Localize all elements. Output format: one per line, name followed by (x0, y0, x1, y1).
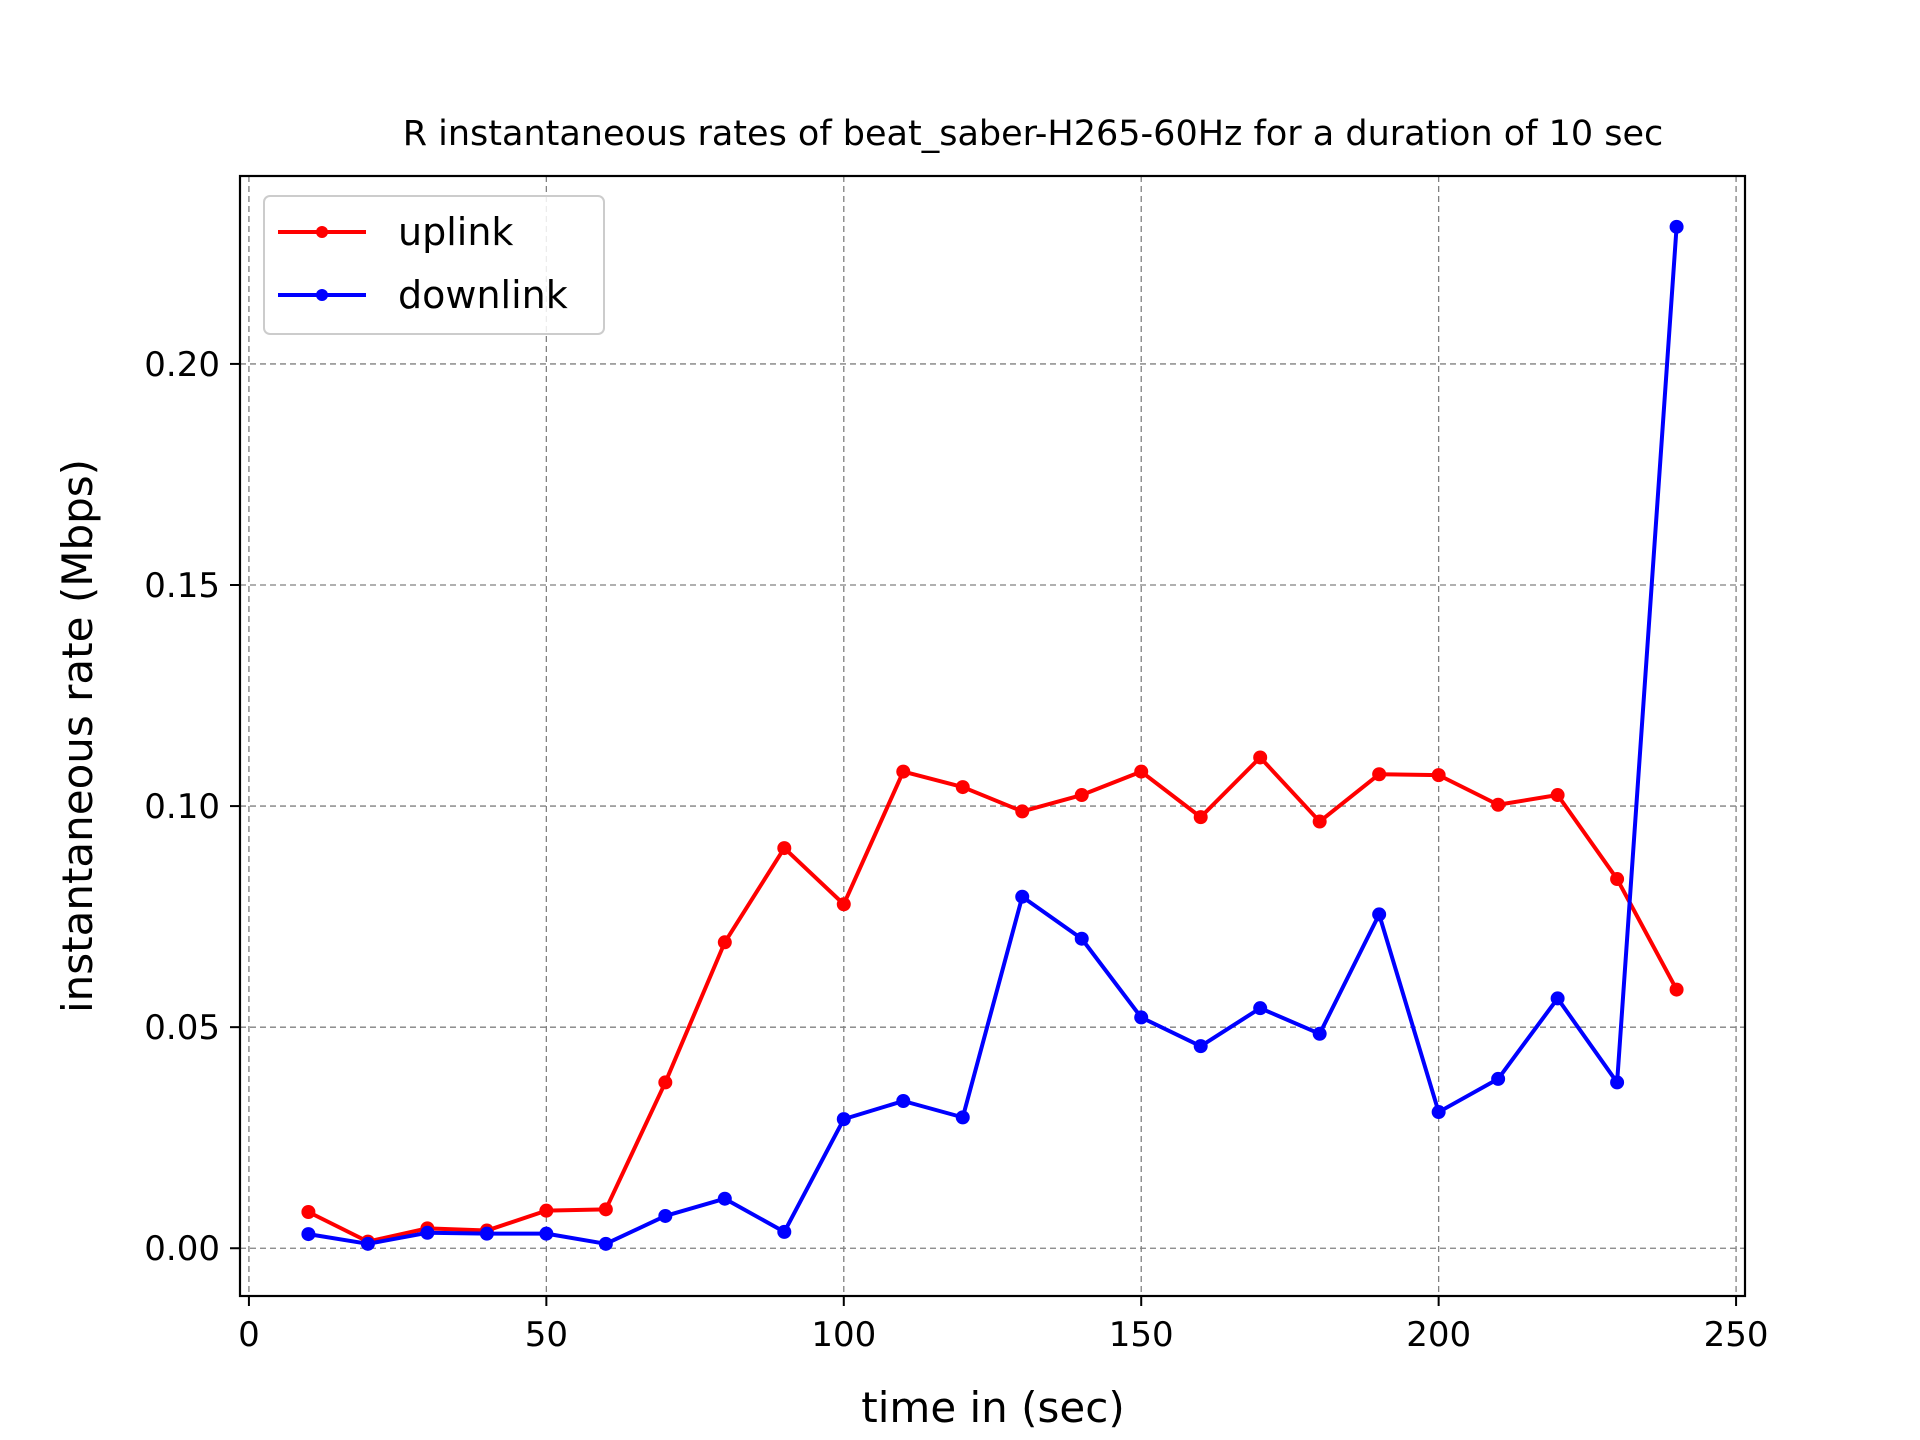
legend-label-uplink: uplink (398, 210, 513, 254)
chart-title: R instantaneous rates of beat_saber-H265… (403, 114, 1664, 154)
y-tick-label: 0.05 (144, 1008, 220, 1048)
data-point-uplink (1610, 872, 1625, 887)
data-point-downlink (1491, 1071, 1506, 1086)
data-point-downlink (1610, 1075, 1625, 1090)
data-point-downlink (479, 1226, 494, 1241)
data-point-uplink (1491, 797, 1506, 812)
y-tick-label: 0.10 (144, 787, 220, 827)
x-tick-label: 0 (238, 1315, 260, 1355)
y-tick-label: 0.20 (144, 345, 220, 385)
legend: uplink downlink (263, 195, 605, 335)
plot-area-frame (238, 174, 1747, 1298)
y-tick-label: 0.00 (144, 1229, 220, 1269)
data-point-uplink (1431, 768, 1446, 783)
data-point-downlink (1074, 931, 1089, 946)
data-point-uplink (777, 841, 792, 856)
data-point-downlink (896, 1094, 911, 1109)
data-point-downlink (1015, 889, 1030, 904)
legend-marker-uplink (316, 226, 328, 238)
data-point-downlink (301, 1227, 316, 1242)
data-point-downlink (955, 1110, 970, 1125)
data-point-uplink (1134, 764, 1149, 779)
data-point-downlink (360, 1236, 375, 1251)
x-tick-label: 50 (525, 1315, 568, 1355)
data-point-downlink (717, 1191, 732, 1206)
data-point-downlink (1550, 991, 1565, 1006)
data-point-uplink (598, 1202, 613, 1217)
data-point-uplink (836, 897, 851, 912)
axis-ticks: 0 50 100 150 200 250 0.00 0.05 0.10 0.15 0.20 (144, 345, 1768, 1355)
x-tick-label: 100 (811, 1315, 876, 1355)
data-point-uplink (301, 1204, 316, 1219)
data-point-downlink (1193, 1039, 1208, 1054)
data-point-downlink (777, 1224, 792, 1239)
series-layer (301, 219, 1684, 1251)
data-point-downlink (420, 1225, 435, 1240)
data-point-downlink (1312, 1026, 1327, 1041)
data-point-uplink (1193, 810, 1208, 825)
data-point-downlink (1134, 1010, 1149, 1025)
data-point-downlink (658, 1208, 673, 1223)
data-point-uplink (658, 1075, 673, 1090)
data-point-downlink (1372, 907, 1387, 922)
data-point-uplink (539, 1203, 554, 1218)
data-point-downlink (598, 1236, 613, 1251)
data-point-downlink (1669, 219, 1684, 234)
data-point-uplink (1074, 788, 1089, 803)
data-point-downlink (539, 1226, 554, 1241)
y-axis-label: instantaneous rate (Mbps) (53, 459, 102, 1013)
data-point-uplink (1312, 814, 1327, 829)
x-axis-label: time in (sec) (861, 1383, 1124, 1432)
data-point-uplink (1550, 788, 1565, 803)
data-point-downlink (836, 1112, 851, 1127)
x-tick-label: 250 (1704, 1315, 1769, 1355)
data-point-downlink (1431, 1105, 1446, 1120)
data-point-uplink (955, 780, 970, 795)
legend-label-downlink: downlink (398, 273, 568, 317)
data-point-uplink (1015, 804, 1030, 819)
data-point-downlink (1253, 1001, 1268, 1016)
series-line-downlink (308, 226, 1679, 1246)
x-tick-label: 200 (1406, 1315, 1471, 1355)
data-point-uplink (896, 764, 911, 779)
y-tick-label: 0.15 (144, 566, 220, 606)
series-line-uplink (307, 755, 1679, 1244)
data-point-uplink (717, 935, 732, 950)
legend-marker-downlink (316, 289, 328, 301)
x-tick-label: 150 (1109, 1315, 1174, 1355)
data-point-uplink (1669, 982, 1684, 997)
data-point-uplink (1372, 767, 1387, 782)
data-point-uplink (1253, 750, 1268, 765)
